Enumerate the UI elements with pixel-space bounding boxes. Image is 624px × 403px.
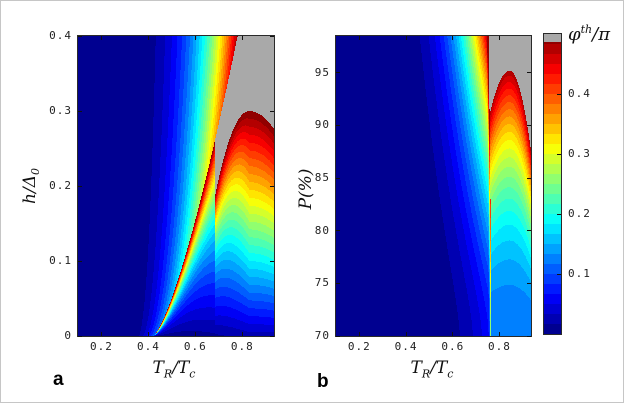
x-tick-label: 0.6: [441, 340, 465, 353]
y-tick-mark: [270, 110, 274, 112]
panel-b-xlabel: TR/Tc: [410, 358, 454, 381]
x-tick-mark: [498, 332, 500, 336]
y-tick-mark: [527, 124, 531, 126]
contour-plot-panel-a: [78, 36, 274, 336]
y-tick-mark: [78, 260, 82, 262]
contour-plot-panel-b: [336, 36, 531, 336]
x-tick-mark: [405, 332, 407, 336]
x-tick-label: 0.6: [183, 340, 207, 353]
y-tick-mark: [270, 335, 274, 337]
x-tick-label: 0.2: [347, 340, 371, 353]
x-tick-mark: [405, 36, 407, 40]
y-tick-mark: [336, 230, 340, 232]
y-tick-mark: [78, 185, 82, 187]
y-tick-mark: [270, 260, 274, 262]
y-tick-label: 95: [314, 65, 330, 79]
y-tick-mark: [527, 177, 531, 179]
colorbar-title-sup: th: [580, 23, 593, 36]
x-tick-mark: [452, 36, 454, 40]
colorbar-title-rest: /π: [592, 24, 611, 45]
x-tick-mark: [194, 332, 196, 336]
colorbar-tick-mark: [557, 153, 561, 155]
x-tick-mark: [241, 36, 243, 40]
x-tick-label: 0.4: [136, 340, 160, 353]
colorbar-tick-mark: [557, 213, 561, 215]
y-tick-label: 80: [314, 223, 330, 237]
y-tick-mark: [270, 185, 274, 187]
x-tick-mark: [194, 36, 196, 40]
y-tick-label: 0.3: [49, 104, 72, 117]
y-tick-label: 0.4: [49, 29, 72, 42]
y-tick-mark: [527, 72, 531, 74]
colorbar: [544, 34, 561, 334]
panel-b-letter: b: [317, 371, 329, 392]
x-tick-mark: [498, 36, 500, 40]
y-tick-mark: [270, 35, 274, 37]
x-tick-label: 0.2: [90, 340, 113, 353]
y-tick-mark: [336, 124, 340, 126]
x-tick-mark: [358, 332, 360, 336]
y-tick-label: 90: [314, 118, 330, 132]
x-tick-label: 0.8: [488, 340, 511, 353]
y-tick-label: 0.1: [49, 254, 72, 267]
colorbar-tick-label: 0.1: [568, 267, 591, 280]
x-tick-mark: [241, 332, 243, 336]
y-tick-mark: [527, 335, 531, 337]
x-tick-mark: [147, 36, 149, 40]
y-tick-label: 0: [64, 329, 72, 342]
y-tick-label: 0.2: [49, 179, 72, 192]
y-tick-mark: [336, 282, 340, 284]
y-tick-mark: [336, 177, 340, 179]
colorbar-tick-mark: [557, 93, 561, 95]
colorbar-title: φth/π: [568, 23, 610, 45]
y-tick-mark: [78, 110, 82, 112]
colorbar-tick-mark: [557, 273, 561, 275]
y-tick-label: 85: [314, 171, 330, 185]
y-tick-label: 75: [314, 276, 330, 290]
y-tick-mark: [527, 230, 531, 232]
x-tick-mark: [100, 332, 102, 336]
panel-a-letter: a: [53, 369, 64, 390]
x-tick-label: 0.4: [394, 340, 418, 353]
x-tick-mark: [452, 332, 454, 336]
colorbar-tick-label: 0.3: [568, 147, 591, 160]
y-tick-mark: [78, 35, 82, 37]
colorbar-tick-label: 0.4: [568, 87, 591, 100]
y-tick-mark: [527, 282, 531, 284]
x-tick-mark: [358, 36, 360, 40]
panel-a-xlabel: TR/Tc: [152, 358, 196, 381]
y-tick-mark: [78, 335, 82, 337]
x-tick-mark: [100, 36, 102, 40]
y-tick-mark: [336, 72, 340, 74]
x-tick-label: 0.8: [230, 340, 254, 353]
colorbar-title-phi: φ: [568, 24, 581, 45]
x-tick-mark: [147, 332, 149, 336]
y-tick-mark: [336, 335, 340, 337]
colorbar-tick-label: 0.2: [568, 207, 591, 220]
y-tick-label: 70: [314, 329, 330, 342]
